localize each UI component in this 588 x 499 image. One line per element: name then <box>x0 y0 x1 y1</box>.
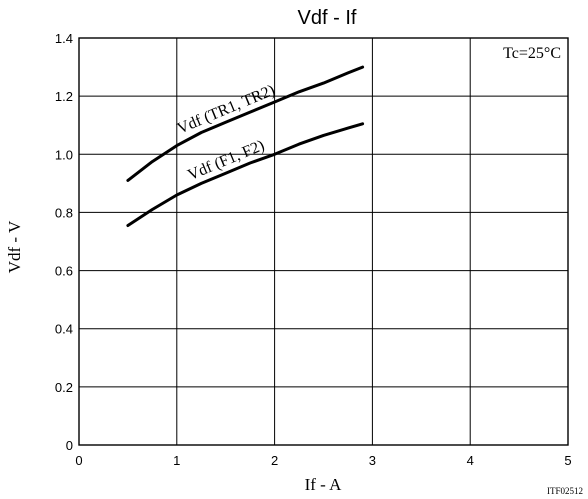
x-tick-label: 4 <box>467 453 474 468</box>
grid <box>79 38 568 445</box>
figure-code: ITF02512 <box>547 486 583 496</box>
y-tick-label: 0 <box>66 438 73 453</box>
y-tick-label: 0.6 <box>55 264 73 279</box>
y-tick-labels: 0 0.2 0.4 0.6 0.8 1.0 1.2 1.4 <box>55 31 73 453</box>
y-tick-label: 1.4 <box>55 31 73 46</box>
y-tick-label: 0.8 <box>55 205 73 220</box>
x-tick-label: 5 <box>564 453 571 468</box>
series-curves <box>126 65 365 227</box>
x-tick-label: 3 <box>369 453 376 468</box>
series-line-1 <box>126 122 365 227</box>
x-tick-label: 2 <box>271 453 278 468</box>
plot-frame <box>78 37 569 446</box>
x-tick-label: 0 <box>75 453 82 468</box>
temperature-annotation: Tc=25°C <box>503 45 561 62</box>
x-axis-label: If - A <box>305 475 343 494</box>
y-axis-label: Vdf - V <box>5 220 24 273</box>
series-label-tr: Vdf (TR1, TR2) <box>175 82 278 138</box>
series-line-0 <box>126 65 365 182</box>
y-tick-label: 1.0 <box>55 147 73 162</box>
y-tick-label: 0.2 <box>55 380 73 395</box>
x-tick-labels: 0 1 2 3 4 5 <box>75 453 571 468</box>
x-tick-label: 1 <box>173 453 180 468</box>
y-tick-label: 0.4 <box>55 322 73 337</box>
y-tick-label: 1.2 <box>55 89 73 104</box>
chart-title: Vdf - If <box>298 7 357 29</box>
